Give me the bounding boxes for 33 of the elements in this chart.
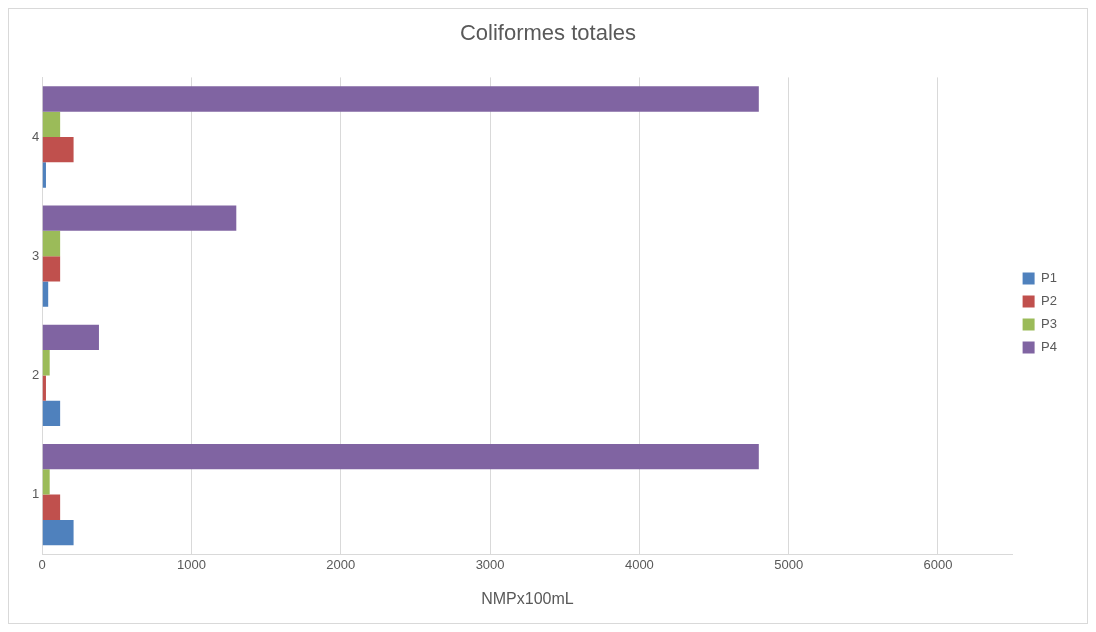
bar (42, 137, 74, 163)
bar (42, 350, 50, 376)
bar (42, 162, 46, 188)
bar (42, 469, 50, 495)
bar (42, 519, 74, 546)
x-axis-title: NMPx100mL (481, 589, 574, 607)
legend-label: P2 (1041, 293, 1058, 309)
bar (42, 256, 61, 282)
bar (42, 281, 49, 307)
bar (42, 324, 99, 351)
y-tick-label: 4 (32, 128, 40, 144)
bar (42, 494, 61, 520)
bar (42, 230, 61, 257)
x-tick-label: 5000 (774, 556, 804, 572)
bar (42, 400, 61, 427)
x-tick-label: 2000 (326, 556, 356, 572)
x-tick-label: 6000 (923, 556, 953, 572)
bar (42, 205, 237, 231)
chart-title: Coliformes totales (459, 20, 637, 46)
bar (42, 443, 759, 470)
y-tick-label: 3 (32, 247, 40, 263)
legend-label: P1 (1041, 270, 1058, 286)
x-tick-label: 4000 (624, 556, 654, 572)
bar (42, 111, 61, 137)
x-tick-label: 3000 (475, 556, 505, 572)
bar (42, 375, 46, 401)
bar (42, 86, 759, 112)
x-tick-label: 1000 (177, 556, 206, 572)
legend-label: P3 (1041, 316, 1058, 332)
x-tick-label: 0 (38, 556, 46, 572)
y-tick-label: 1 (32, 486, 40, 502)
legend-label: P4 (1041, 339, 1058, 355)
y-tick-label: 2 (32, 366, 40, 382)
